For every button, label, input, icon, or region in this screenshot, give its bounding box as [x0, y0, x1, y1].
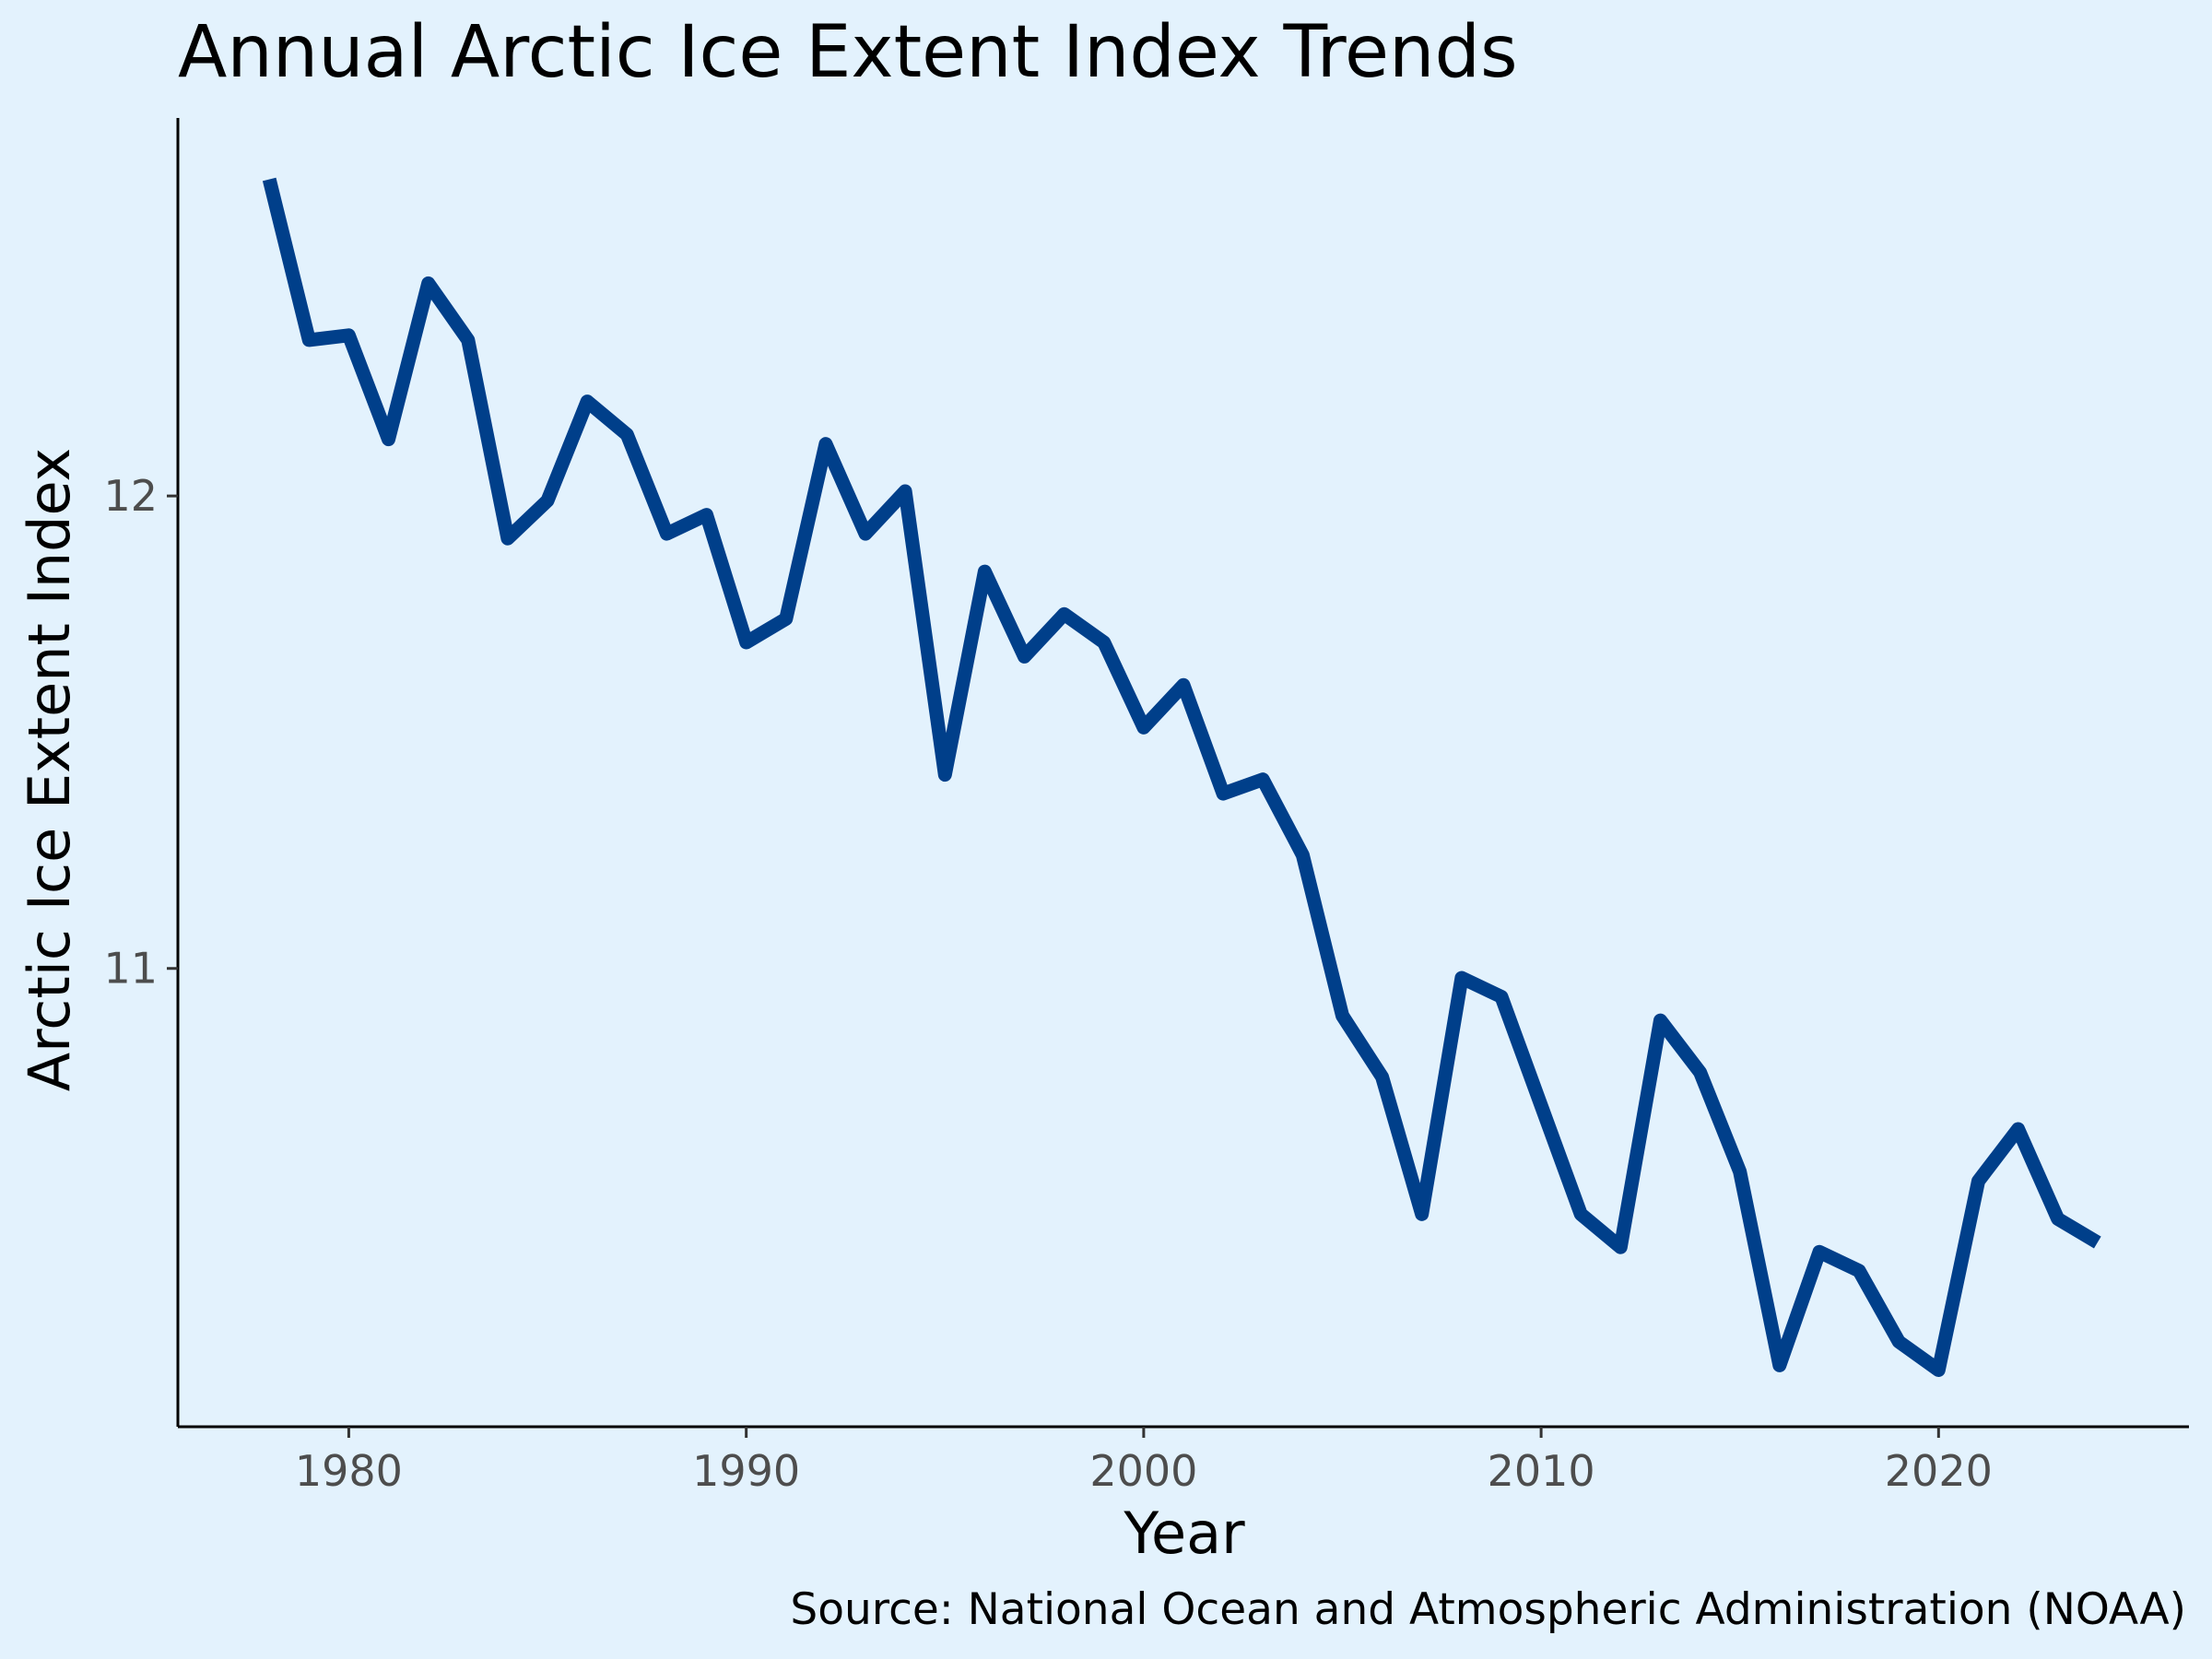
x-tick-label: 2020 — [1885, 1446, 1993, 1496]
x-tick-label: 1980 — [295, 1446, 403, 1496]
x-tick-label: 2000 — [1089, 1446, 1197, 1496]
series-line-0 — [262, 177, 2101, 1377]
x-axis-title: Year — [1123, 1500, 1245, 1567]
y-tick-label: 12 — [103, 471, 158, 521]
y-tick-label: 11 — [103, 944, 158, 994]
x-tick-label: 1990 — [692, 1446, 800, 1496]
x-tick-label: 2010 — [1488, 1446, 1595, 1496]
chart-title: Annual Arctic Ice Extent Index Trends — [178, 11, 1518, 94]
plot-area — [262, 177, 2101, 1377]
axes: 1980 1990 2000 2010 2020 11 12 — [103, 118, 2189, 1496]
source-caption: Source: National Ocean and Atmospheric A… — [790, 1584, 2186, 1635]
y-axis-title: Arctic Ice Extent Index — [16, 448, 83, 1092]
